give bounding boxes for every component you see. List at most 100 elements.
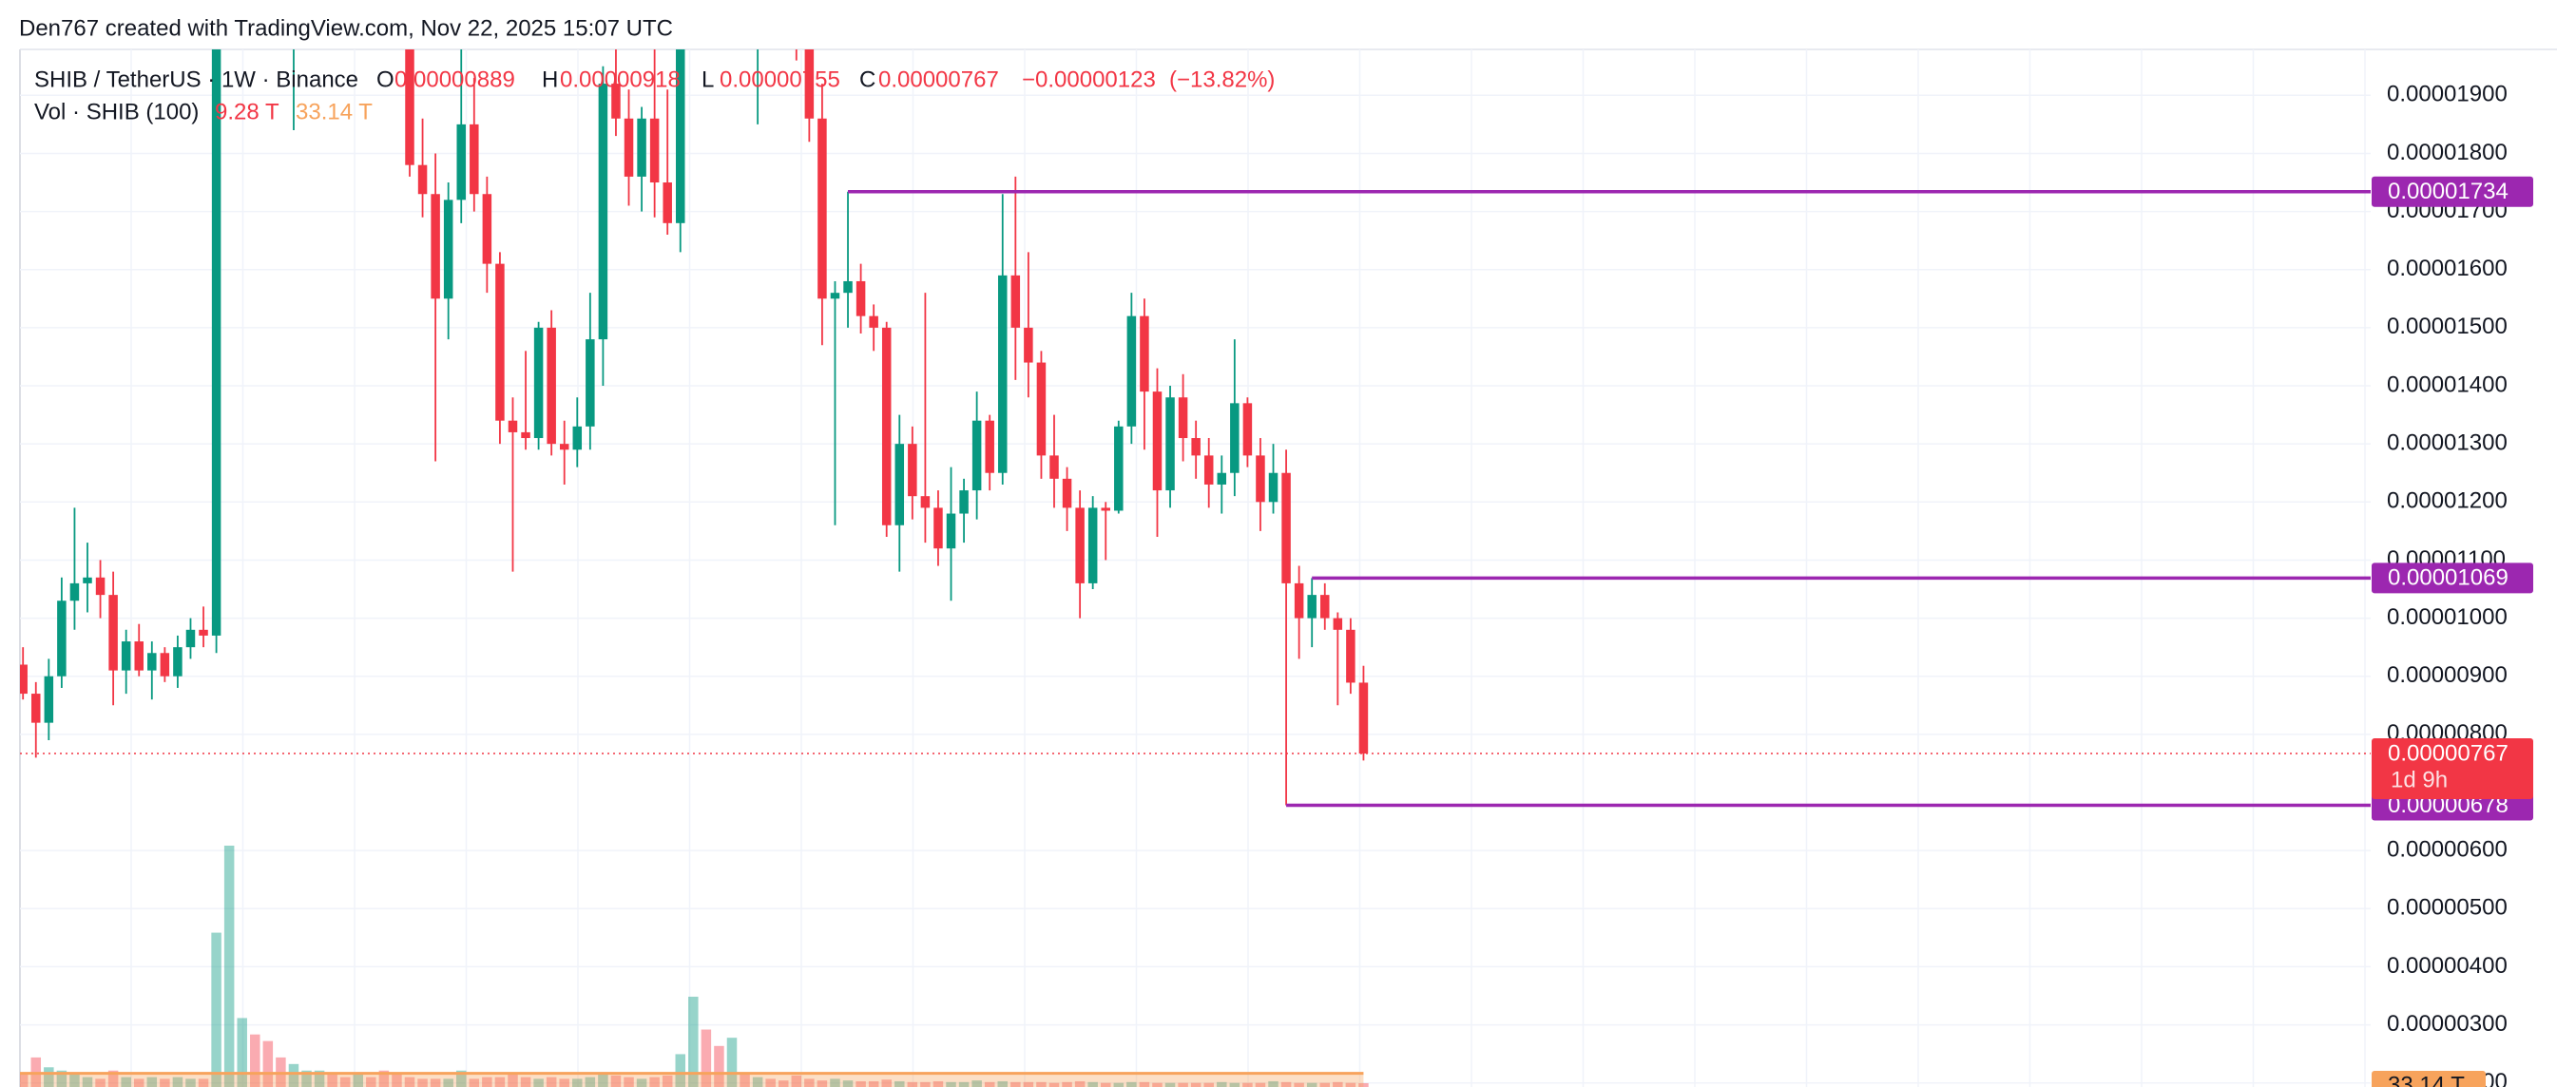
volume-bar [1087, 1081, 1098, 1087]
candle-body [31, 694, 41, 723]
volume-bar [160, 1078, 170, 1087]
volume-bar [1203, 1082, 1214, 1087]
change-percent: (−13.82%) [1169, 67, 1275, 92]
volume-bar [1255, 1082, 1266, 1087]
candle-body [95, 577, 106, 596]
candle-body [998, 275, 1008, 473]
candle-body [1101, 507, 1110, 511]
level-badge [2372, 176, 2533, 207]
y-tick-label: 0.00001300 [2387, 429, 2508, 455]
candle-body [830, 293, 840, 299]
candle-body [470, 124, 479, 195]
candle-body [108, 595, 118, 671]
volume-bar [868, 1080, 879, 1087]
volume-bar [443, 1078, 453, 1087]
candle-body [185, 629, 196, 648]
candle-body [521, 431, 530, 439]
volume-bar [1280, 1081, 1292, 1087]
volume-bar [830, 1078, 840, 1087]
volume-bar [701, 1029, 712, 1087]
candle-body [1062, 478, 1072, 508]
volume-bar [1229, 1082, 1240, 1087]
candle-body [959, 490, 969, 514]
volume-bar [1048, 1082, 1060, 1087]
volume-bar [44, 1067, 54, 1087]
volume-bar [455, 1070, 467, 1087]
volume-bar [82, 1077, 93, 1087]
candle-body [1358, 682, 1369, 754]
volume-bar [185, 1078, 196, 1087]
y-tick-label: 0.00001000 [2387, 604, 2508, 630]
volume-bar [598, 1072, 608, 1087]
volume-bar [146, 1077, 158, 1087]
candle-body [1049, 455, 1059, 479]
volume-bar [250, 1034, 260, 1087]
volume-bar [1345, 1082, 1356, 1087]
y-tick-label: 0.00001800 [2387, 140, 2508, 165]
volume-bar [688, 996, 699, 1087]
candle-body [649, 118, 660, 183]
volume-bar [817, 1080, 828, 1087]
candle-body [586, 339, 595, 427]
volume-bar [636, 1078, 647, 1087]
candle-body [559, 444, 569, 450]
candle-body [598, 84, 608, 340]
candle-body [843, 280, 853, 294]
ohlc-name: C [859, 67, 875, 92]
candle-body [1165, 397, 1175, 491]
volume-bar [378, 1070, 390, 1087]
volume-bar [69, 1074, 80, 1087]
candle-body [869, 315, 878, 328]
volume-bar [482, 1077, 492, 1087]
volume-bar [262, 1040, 274, 1087]
volume-bar [546, 1077, 557, 1087]
candle-body [1036, 362, 1047, 456]
volume-bar [1217, 1081, 1227, 1087]
volume-bar [778, 1080, 789, 1087]
volume-bar [508, 1074, 518, 1087]
volume-bar [1139, 1081, 1150, 1087]
price-axis: 0.000002000.000003000.000004000.00000500… [2372, 82, 2533, 1087]
volume-bar [997, 1080, 1009, 1087]
volume-bar [198, 1078, 209, 1087]
volume-bar [1242, 1082, 1253, 1087]
candle-body [1242, 403, 1253, 456]
volume-bar [1126, 1081, 1137, 1087]
volume-bar [366, 1077, 376, 1087]
volume-bar [726, 1038, 738, 1087]
volume-bar [714, 1045, 724, 1087]
last-price-badge [2372, 738, 2533, 800]
y-tick-label: 0.00001500 [2387, 314, 2508, 339]
volume-bar [971, 1080, 982, 1087]
candle-body [637, 118, 646, 177]
volume-bar [610, 1075, 622, 1087]
candle-body [1126, 315, 1137, 427]
candle-body [456, 124, 466, 200]
volume-bar [1036, 1081, 1047, 1087]
volume-bar [121, 1077, 131, 1087]
candle-body [134, 641, 144, 671]
candle-body [881, 327, 892, 525]
volume-bar [20, 1074, 29, 1087]
candle-body [533, 327, 544, 439]
candle-body [1281, 472, 1291, 583]
candle-body [1320, 595, 1330, 619]
volume-bar [107, 1070, 119, 1087]
candle-body [894, 444, 905, 525]
volume-bar [804, 1078, 815, 1087]
volume-bar [675, 1054, 686, 1087]
ohlc-value: 0.00000755 [720, 67, 840, 92]
volume-bar [95, 1078, 106, 1087]
volume-bar [1319, 1082, 1331, 1087]
volume-bar [894, 1080, 905, 1087]
candle-body [20, 664, 28, 695]
candle-body [1010, 275, 1021, 328]
volume-value: 9.28 T [215, 99, 279, 124]
volume-ma-area [20, 1073, 1364, 1087]
candle-body [676, 49, 685, 223]
candle-body [1191, 438, 1201, 456]
volume-bar [572, 1078, 583, 1087]
candle-body [946, 513, 956, 549]
candle-body [908, 444, 917, 497]
candle-body [1268, 472, 1278, 503]
